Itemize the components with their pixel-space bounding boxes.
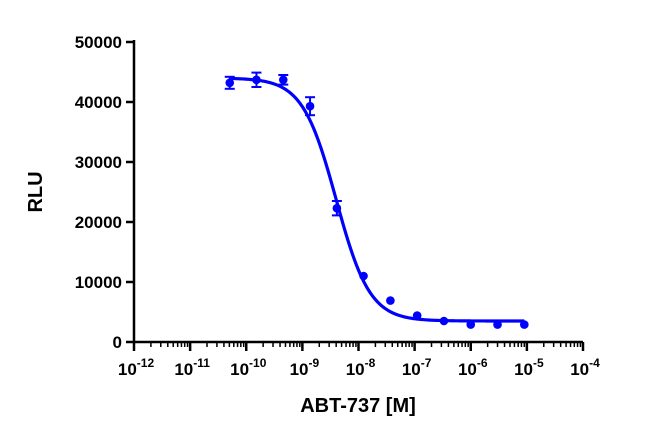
y-tick-label: 30000: [75, 153, 122, 172]
y-tick-label: 0: [113, 333, 122, 352]
x-tick-label: 10-8: [346, 356, 376, 379]
x-tick-label: 10-6: [458, 356, 488, 379]
y-tick-label: 10000: [75, 273, 122, 292]
x-tick-label: 10-7: [402, 356, 432, 379]
data-point: [305, 101, 315, 111]
fit-curve: [229, 76, 525, 323]
x-axis-label: ABT-737 [M]: [300, 395, 416, 417]
y-tick-label: 20000: [75, 213, 122, 232]
y-axis-label: RLU: [25, 171, 47, 212]
x-tick-label: 10-11: [174, 356, 210, 379]
data-points-layer: [224, 71, 529, 329]
data-point: [412, 311, 422, 320]
data-point: [225, 78, 235, 88]
data-point: [439, 316, 449, 326]
data-point: [359, 271, 368, 281]
y-axis-ticks: 0 10000 20000 30000 40000 50000: [75, 33, 134, 352]
x-axis-ticks: 10-12 10-11 10-10 10-9 10-8 10-7 10-6 10-5 10-4: [118, 342, 600, 379]
data-point: [493, 320, 502, 329]
x-tick-label: 10-4: [570, 356, 600, 379]
data-point: [520, 320, 529, 329]
fit-curve-layer: [229, 76, 525, 323]
data-point: [252, 75, 261, 85]
x-tick-label: 10-12: [118, 356, 155, 379]
y-tick-label: 50000: [75, 33, 122, 52]
x-tick-label: 10-9: [290, 356, 320, 379]
data-point: [386, 296, 395, 305]
x-tick-label: 10-5: [514, 356, 544, 379]
data-point: [278, 75, 288, 85]
data-point: [466, 320, 476, 329]
data-point: [332, 203, 342, 213]
x-tick-label: 10-10: [230, 356, 267, 379]
y-tick-label: 40000: [75, 93, 122, 112]
